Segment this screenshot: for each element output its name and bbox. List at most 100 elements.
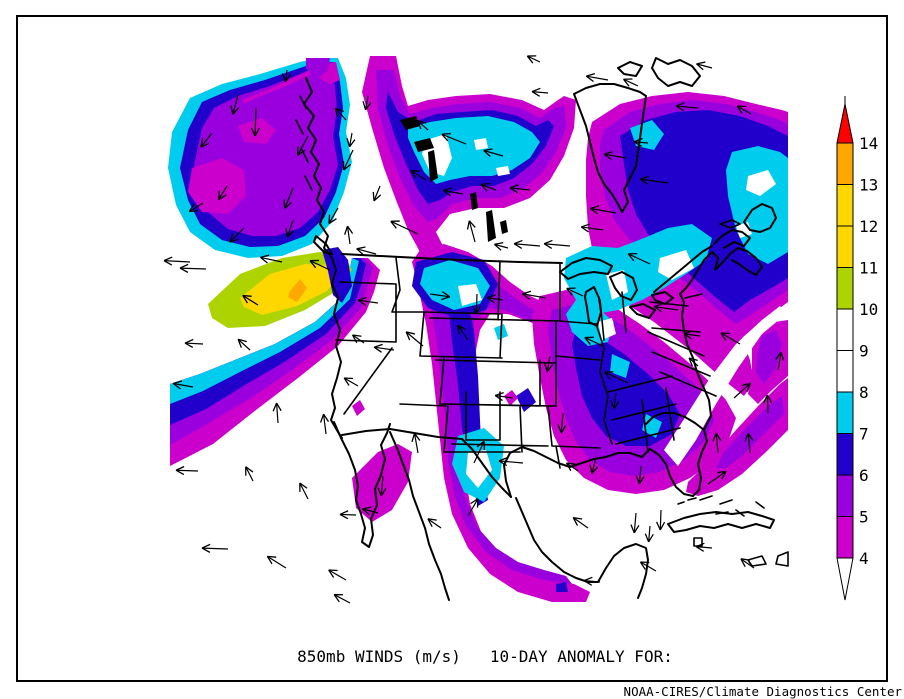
atlantic-coastline — [679, 251, 731, 431]
colorbar-label: 11 — [859, 259, 878, 278]
colorbar-band — [836, 433, 854, 476]
great-bear-lake — [400, 116, 420, 130]
contour-region — [716, 396, 784, 468]
contour-hole — [458, 284, 482, 306]
wind-arrow — [217, 185, 228, 201]
wind-arrow — [466, 220, 476, 243]
contour-region — [170, 258, 359, 404]
colorbar-band — [836, 474, 854, 517]
wind-arrow — [427, 518, 442, 529]
wind-arrow — [362, 506, 379, 516]
lake-superior — [559, 257, 613, 280]
gulf-of-st-lawrence — [713, 229, 751, 249]
lake-athabasca — [428, 150, 438, 182]
wind-arrow — [201, 543, 229, 553]
baffin-island — [651, 57, 701, 87]
contour-region — [170, 258, 366, 425]
wind-arrow — [557, 412, 567, 434]
wind-arrow — [565, 462, 579, 472]
wind-arrow — [328, 569, 347, 581]
wind-arrow — [531, 87, 549, 97]
wind-arrow — [343, 377, 359, 387]
lake-huron — [609, 271, 638, 301]
wind-arrow — [319, 413, 330, 435]
wind-arrow — [639, 561, 657, 572]
wind-arrow — [260, 254, 283, 264]
st-lawrence-river — [653, 245, 713, 293]
wind-arrow — [688, 357, 699, 367]
contour-region — [322, 247, 352, 303]
wind-arrow — [250, 107, 260, 137]
wind-arrow — [285, 219, 295, 238]
lake-ontario — [651, 291, 674, 305]
colorbar-band — [836, 142, 854, 185]
wind-arrow — [184, 338, 204, 349]
wind-arrow — [494, 392, 514, 402]
caption-line-1: 850mb WINDS (m/s) 10-DAY ANOMALY FOR: — [297, 647, 673, 666]
wind-arrow — [763, 394, 773, 414]
wind-arrow — [441, 132, 467, 145]
wind-arrow — [405, 331, 424, 347]
colorbar-label: 4 — [859, 549, 869, 568]
wind-arrow — [480, 182, 497, 192]
wind-vector-layer — [163, 55, 785, 604]
vancouver-island — [313, 235, 333, 255]
baja-california — [333, 421, 391, 548]
jamaica — [747, 555, 767, 567]
wind-arrow — [266, 555, 287, 569]
colorbar-label: 6 — [859, 466, 869, 485]
lake-erie — [629, 303, 656, 319]
long-island — [684, 293, 703, 299]
wind-arrow — [339, 510, 357, 520]
wind-arrow — [585, 73, 609, 83]
wind-arrow — [410, 169, 427, 181]
wind-arrow — [299, 482, 309, 500]
wind-arrow — [334, 107, 347, 121]
wind-arrow — [639, 175, 669, 185]
anticosti-island — [719, 219, 741, 229]
wind-arrow — [172, 380, 194, 390]
wind-arrow — [526, 55, 541, 64]
wind-arrow — [344, 225, 354, 245]
mexico-west-coast — [389, 431, 450, 601]
colorbar: 14 13 12 11 10 9 8 7 6 5 4 — [836, 96, 878, 601]
wind-arrow — [744, 432, 754, 454]
contour-hole — [658, 250, 694, 280]
wind-arrow — [566, 287, 584, 297]
wind-arrow — [590, 205, 617, 215]
colorbar-band — [836, 350, 854, 393]
map-outline-layer — [295, 57, 789, 601]
wind-arrow — [589, 457, 599, 474]
wind-arrow — [733, 382, 751, 399]
us-mexico-border — [341, 428, 512, 498]
colorbar-label: 12 — [859, 217, 878, 236]
wind-arrow — [357, 296, 379, 306]
wind-arrow — [653, 303, 679, 313]
plot-frame — [16, 15, 888, 682]
wind-arrow — [342, 149, 354, 171]
wind-arrow — [513, 239, 541, 249]
contour-hole — [664, 306, 786, 466]
wind-arrow — [603, 371, 629, 384]
wind-arrow — [483, 148, 504, 158]
wind-arrow — [175, 465, 199, 476]
contour-region — [288, 279, 307, 302]
colorbar-band — [836, 308, 854, 351]
wind-arrow — [429, 291, 451, 301]
contour-region — [188, 158, 246, 214]
wind-arrow — [544, 355, 554, 373]
wind-arrow — [242, 294, 259, 306]
wind-arrow — [372, 185, 382, 202]
wind-arrow — [572, 517, 589, 529]
wind-arrow — [163, 256, 191, 266]
wind-arrow — [179, 263, 207, 273]
wind-arrow — [467, 498, 479, 517]
wind-arrow — [442, 187, 464, 197]
colorbar-label: 13 — [859, 176, 878, 195]
wind-arrow — [583, 576, 601, 586]
wind-arrow — [377, 475, 387, 497]
wind-arrow — [635, 465, 645, 485]
wind-arrow — [346, 132, 356, 148]
nova-scotia — [729, 247, 763, 276]
lake-winnipegosis — [500, 220, 508, 234]
